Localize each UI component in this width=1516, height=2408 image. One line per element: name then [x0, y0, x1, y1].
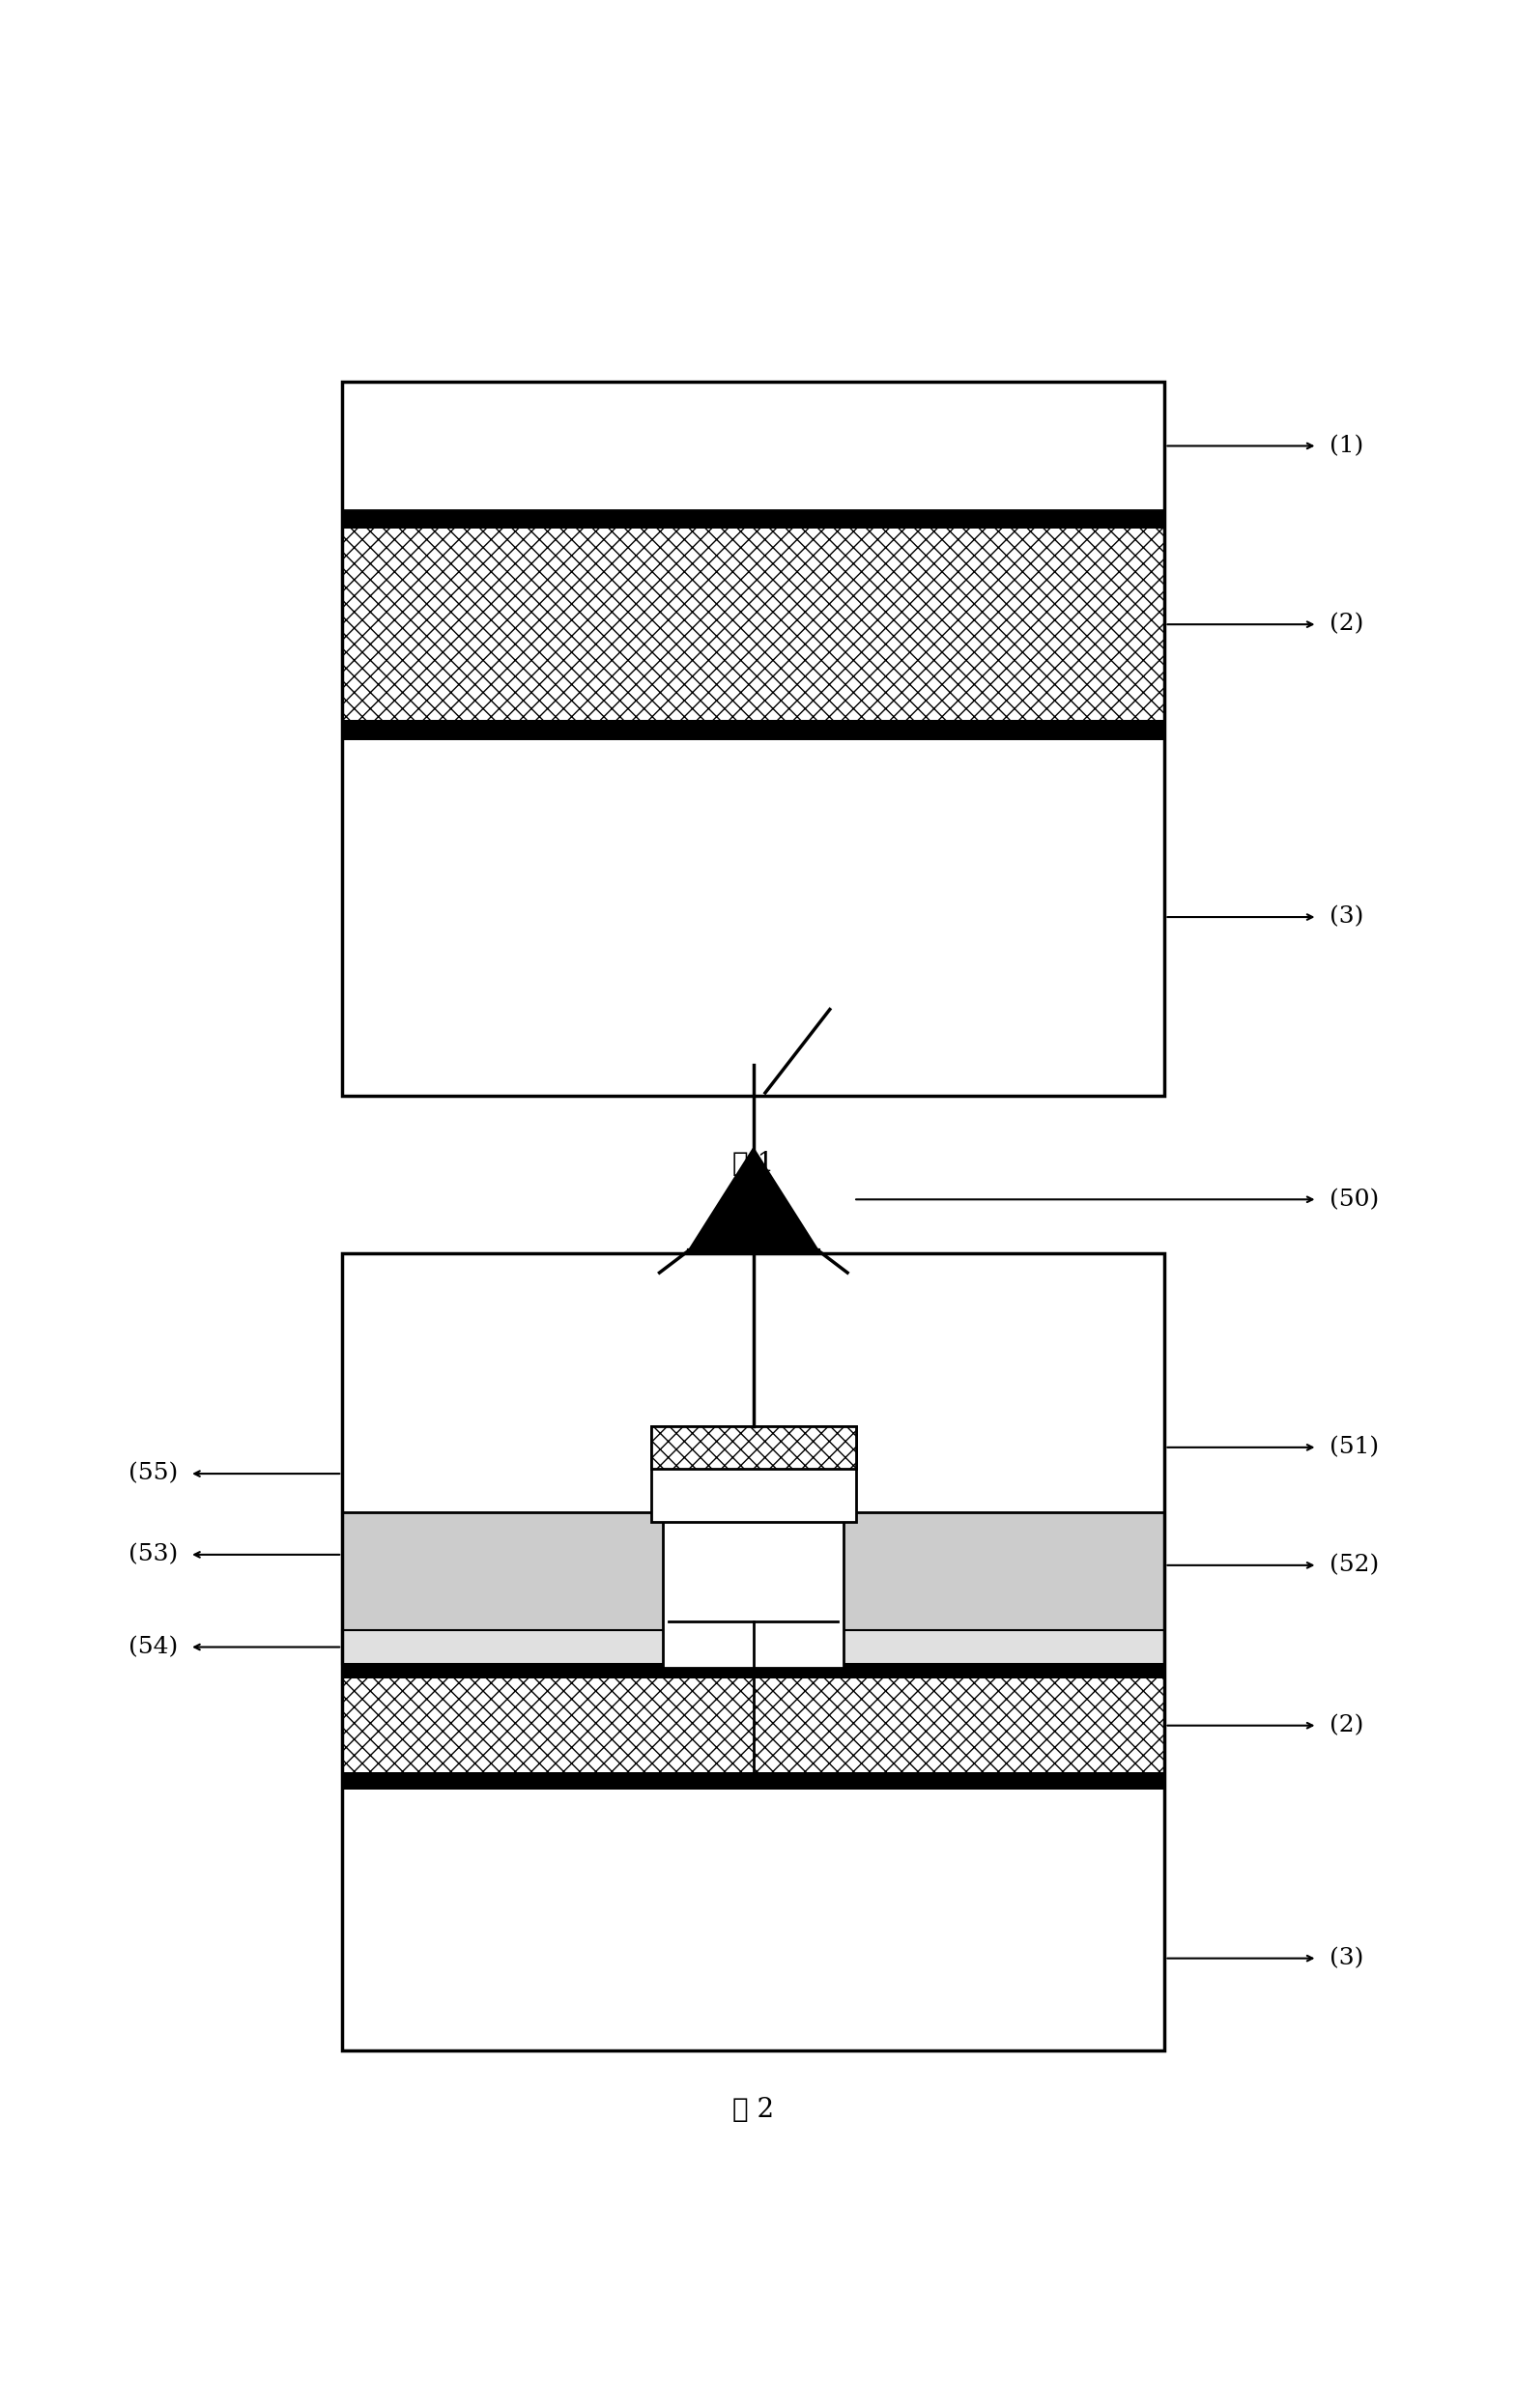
Text: (3): (3) — [1330, 1948, 1363, 1970]
Text: (53): (53) — [129, 1544, 177, 1565]
Text: 图 1: 图 1 — [732, 1151, 775, 1178]
Bar — [343, 1772, 1164, 1787]
Text: (2): (2) — [1330, 614, 1363, 636]
Bar — [343, 720, 1164, 739]
Bar — [343, 1664, 1164, 1787]
Polygon shape — [688, 1149, 819, 1250]
Bar — [343, 380, 1164, 1096]
Text: (55): (55) — [129, 1462, 177, 1486]
Bar — [662, 1507, 844, 1666]
Bar — [343, 739, 1164, 1096]
Text: (1): (1) — [1330, 436, 1363, 458]
Bar — [343, 1512, 1164, 1664]
Bar — [343, 1787, 1164, 2052]
Text: (50): (50) — [1330, 1187, 1378, 1211]
Text: (54): (54) — [129, 1635, 177, 1659]
Text: (51): (51) — [1330, 1435, 1378, 1459]
Text: 图 2: 图 2 — [732, 2097, 775, 2124]
Bar — [343, 1630, 1164, 1664]
Text: (52): (52) — [1330, 1553, 1378, 1577]
Bar — [652, 1426, 855, 1522]
Bar — [343, 380, 1164, 510]
Text: (3): (3) — [1330, 905, 1363, 927]
Bar — [343, 1252, 1164, 2052]
Text: (2): (2) — [1330, 1714, 1363, 1736]
Bar — [343, 510, 1164, 739]
Bar — [652, 1426, 855, 1469]
Bar — [343, 1664, 1164, 1678]
Bar — [343, 510, 1164, 530]
